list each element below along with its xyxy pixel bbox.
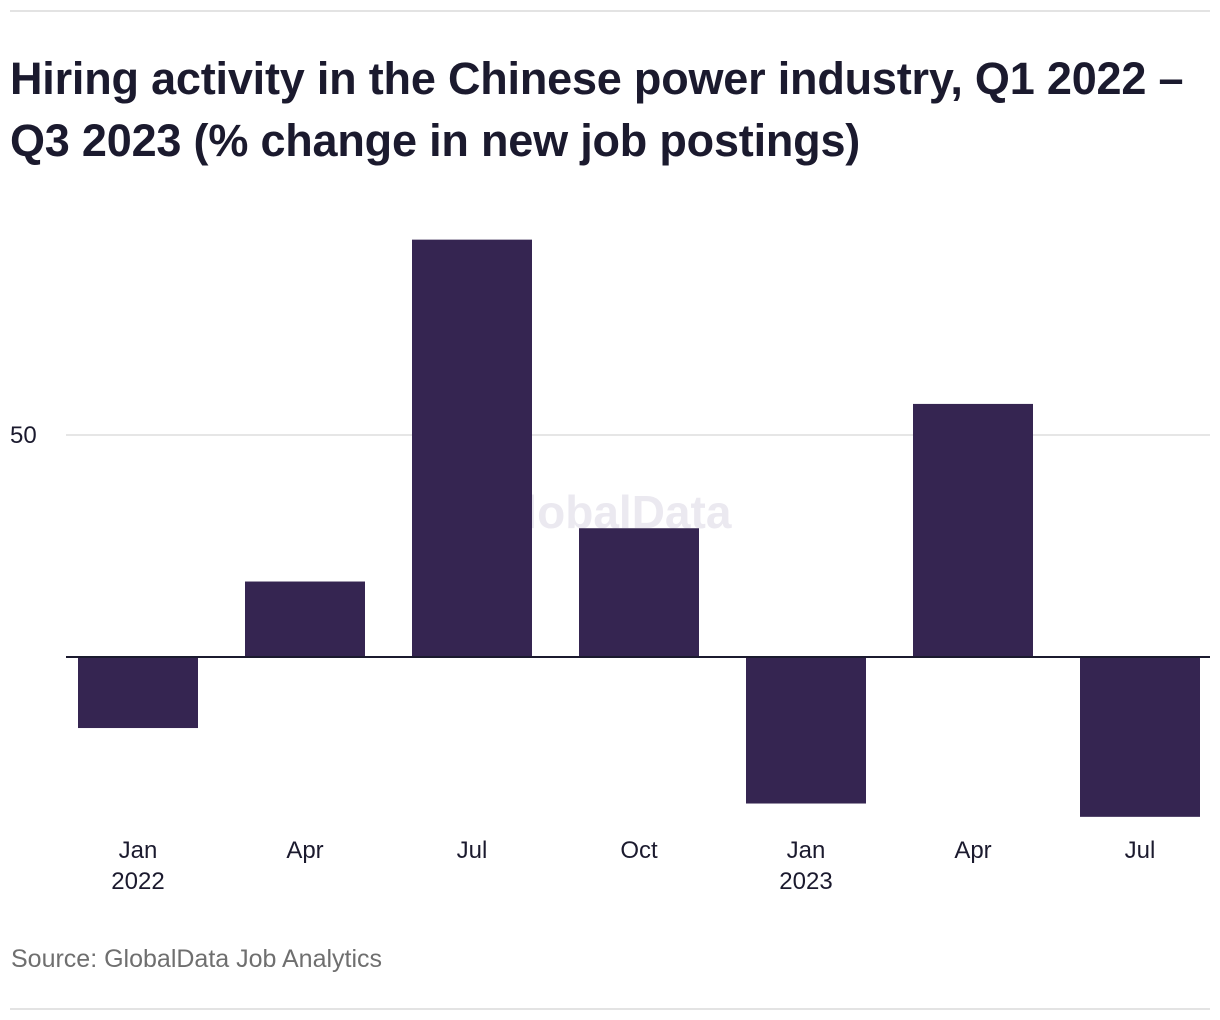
bar <box>245 581 365 657</box>
x-tick-label: 2023 <box>779 868 832 895</box>
bar <box>579 528 699 657</box>
x-tick-label: Apr <box>954 837 991 864</box>
x-tick-label: Jul <box>457 837 488 864</box>
bar <box>78 657 198 729</box>
y-tick-label: 50 <box>10 422 37 449</box>
bar <box>1080 657 1200 817</box>
x-tick-label: Jan <box>787 837 826 864</box>
chart-title: Hiring activity in the Chinese power ind… <box>10 53 1184 166</box>
bar <box>412 239 532 657</box>
x-tick-label: Oct <box>620 837 658 864</box>
x-tick-label: Apr <box>286 837 323 864</box>
x-tick-label: Jan <box>119 837 158 864</box>
bar <box>746 657 866 804</box>
x-tick-label: Jul <box>1125 837 1156 864</box>
bar <box>913 403 1033 657</box>
source-note: Source: GlobalData Job Analytics <box>11 945 383 973</box>
bottom-divider <box>10 1008 1210 1010</box>
top-divider <box>10 10 1210 12</box>
axes: Jan 2022 Apr Jul Oct Jan 2023 Apr Jul <box>66 656 1210 895</box>
x-tick-label: 2022 <box>111 868 164 895</box>
bars <box>78 239 1200 817</box>
